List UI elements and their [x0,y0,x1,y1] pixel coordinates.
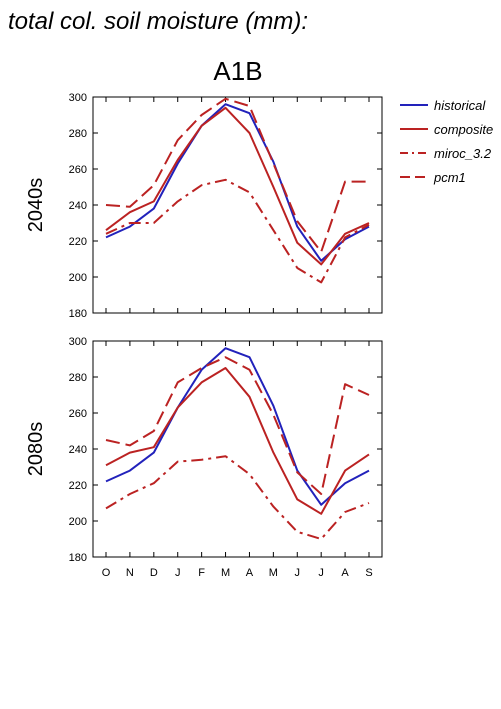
y-tick-label: 240 [69,444,87,456]
y-tick-label: 300 [69,92,87,104]
scenario-title: A1B [213,56,263,86]
x-tick-label: J [295,567,301,579]
y-tick-label: 280 [69,372,87,384]
y-tick-label: 200 [69,516,87,528]
x-tick-label: A [246,567,254,579]
plot-frame-2040s [92,96,383,314]
y-tick-label: 220 [69,480,87,492]
x-tick-label: M [221,567,230,579]
x-tick-label: O [102,567,111,579]
series-line-composite [105,106,370,266]
y-tick-label: 220 [69,236,87,248]
x-tick-label: J [175,567,181,579]
series-line-historical [105,103,370,262]
series-line-historical [105,347,370,506]
legend-label: pcm1 [433,170,466,185]
y-tick-label: 180 [69,552,87,564]
y-tick-label: 260 [69,164,87,176]
y-tick-label: 180 [69,308,87,320]
x-tick-label: F [198,567,205,579]
x-tick-label: N [126,567,134,579]
y-tick-label: 260 [69,408,87,420]
y-tick-label: 240 [69,200,87,212]
panel-label: 2040s [25,178,47,233]
plot-frame-2080s [92,340,383,558]
y-tick-label: 300 [69,336,87,348]
series-line-pcm1 [105,356,370,495]
legend-label: historical [434,98,486,113]
x-tick-label: S [365,567,372,579]
legend-label: miroc_3.2 [434,146,492,161]
x-tick-label: M [269,567,278,579]
y-tick-label: 280 [69,128,87,140]
series-line-pcm1 [105,97,369,253]
panel-label: 2080s [25,422,47,477]
x-tick-label: J [318,567,324,579]
x-tick-label: A [341,567,349,579]
legend-label: composite [434,122,493,137]
x-tick-label: D [150,567,158,579]
series-line-composite [105,367,370,515]
figure-title: total col. soil moisture (mm): [8,8,309,35]
y-tick-label: 200 [69,272,87,284]
series-line-miroc_3.2 [105,178,370,284]
